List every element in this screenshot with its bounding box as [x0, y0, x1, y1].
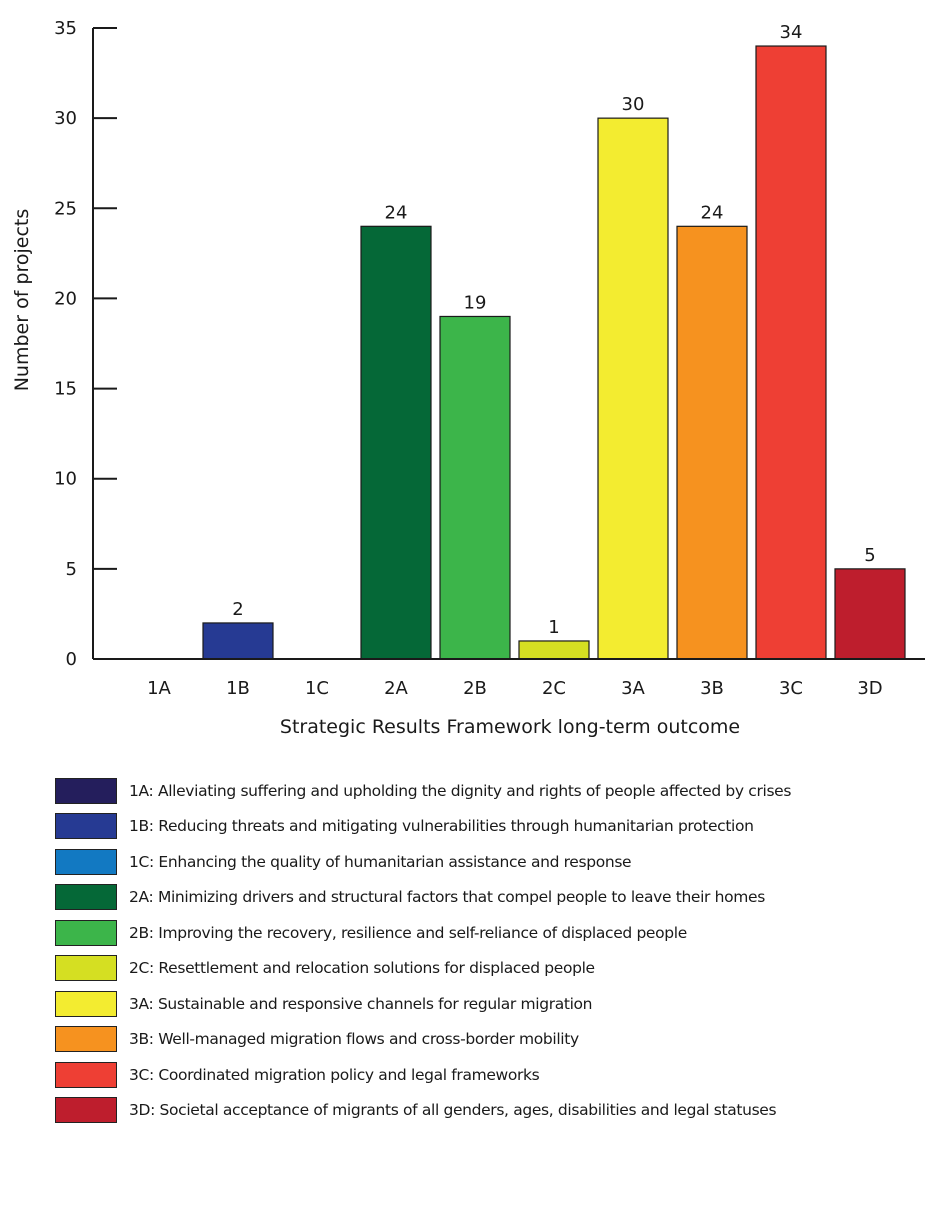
legend-swatch	[55, 848, 117, 875]
legend-label: 1C: Enhancing the quality of humanitaria…	[129, 852, 632, 871]
legend-swatch	[55, 813, 117, 840]
y-tick-label: 0	[66, 649, 77, 670]
legend: 1A: Alleviating suffering and upholding …	[55, 773, 925, 1128]
legend-item: 2A: Minimizing drivers and structural fa…	[55, 880, 925, 916]
bar-2b	[439, 315, 511, 660]
bar-3b	[676, 225, 748, 660]
bar-3a	[597, 117, 669, 660]
legend-swatch	[55, 990, 117, 1017]
value-labels-group: 2 24 19 1 30 24 34 5	[232, 22, 875, 638]
x-tick-label: 3C	[779, 678, 803, 699]
legend-item: 3B: Well-managed migration flows and cro…	[55, 1022, 925, 1058]
legend-label: 2A: Minimizing drivers and structural fa…	[129, 888, 765, 907]
legend-item: 2C: Resettlement and relocation solution…	[55, 951, 925, 987]
legend-swatch	[55, 919, 117, 946]
legend-item: 1C: Enhancing the quality of humanitaria…	[55, 844, 925, 880]
value-label-2b: 19	[464, 292, 487, 313]
value-label-2c: 1	[548, 617, 559, 638]
value-label-3d: 5	[864, 545, 875, 566]
value-label-3c: 34	[780, 22, 803, 43]
x-tick-label: 1C	[305, 678, 329, 699]
x-tick-label: 3B	[700, 678, 724, 699]
legend-item: 1B: Reducing threats and mitigating vuln…	[55, 809, 925, 845]
value-label-3b: 24	[701, 202, 724, 223]
value-label-3a: 30	[622, 94, 645, 115]
bars-group	[202, 45, 906, 660]
legend-label: 1B: Reducing threats and mitigating vuln…	[129, 817, 754, 836]
legend-label: 1A: Alleviating suffering and upholding …	[129, 781, 792, 800]
legend-swatch	[55, 955, 117, 982]
legend-label: 3A: Sustainable and responsive channels …	[129, 994, 593, 1013]
legend-item: 3D: Societal acceptance of migrants of a…	[55, 1093, 925, 1129]
legend-label: 2C: Resettlement and relocation solution…	[129, 959, 595, 978]
legend-swatch	[55, 884, 117, 911]
bar-3d	[834, 568, 906, 660]
x-axis: 1A 1B 1C 2A 2B 2C 3A 3B 3C 3D	[93, 658, 925, 699]
x-tick-label: 3D	[857, 678, 882, 699]
legend-item: 3C: Coordinated migration policy and leg…	[55, 1057, 925, 1093]
legend-swatch	[55, 1026, 117, 1053]
bar-chart: 2 24 19 1 30 24 34 5 0 5 10 15 20 25 30 35 1A 1B 1C 2A 2B 2…	[11, 18, 925, 738]
legend-label: 3B: Well-managed migration flows and cro…	[129, 1030, 579, 1049]
legend-item: 2B: Improving the recovery, resilience a…	[55, 915, 925, 951]
y-tick-label: 25	[54, 198, 77, 219]
x-tick-label: 1B	[226, 678, 250, 699]
x-tick-label: 1A	[147, 678, 171, 699]
y-tick-label: 5	[66, 559, 77, 580]
x-tick-label: 2A	[384, 678, 408, 699]
legend-label: 2B: Improving the recovery, resilience a…	[129, 923, 687, 942]
y-tick-label: 20	[54, 288, 77, 309]
legend-item: 3A: Sustainable and responsive channels …	[55, 986, 925, 1022]
legend-swatch	[55, 1097, 117, 1124]
value-label-2a: 24	[385, 202, 408, 223]
x-tick-label: 2B	[463, 678, 487, 699]
x-tick-label: 2C	[542, 678, 566, 699]
y-axis-title: Number of projects	[11, 209, 33, 392]
y-axis: 0 5 10 15 20 25 30 35	[54, 18, 117, 670]
legend-label: 3C: Coordinated migration policy and leg…	[129, 1065, 540, 1084]
legend-item: 1A: Alleviating suffering and upholding …	[55, 773, 925, 809]
legend-swatch	[55, 777, 117, 804]
legend-swatch	[55, 1061, 117, 1088]
bar-3c	[755, 45, 827, 660]
legend-label: 3D: Societal acceptance of migrants of a…	[129, 1101, 777, 1120]
value-label-1b: 2	[232, 599, 243, 620]
bar-1b	[202, 622, 274, 660]
y-tick-label: 10	[54, 469, 77, 490]
x-tick-label: 3A	[621, 678, 645, 699]
x-axis-title: Strategic Results Framework long-term ou…	[280, 716, 740, 738]
y-tick-label: 35	[54, 18, 77, 39]
y-tick-label: 30	[54, 108, 77, 129]
bar-2c	[518, 640, 590, 660]
bar-2a	[360, 225, 432, 660]
y-tick-label: 15	[54, 379, 77, 400]
